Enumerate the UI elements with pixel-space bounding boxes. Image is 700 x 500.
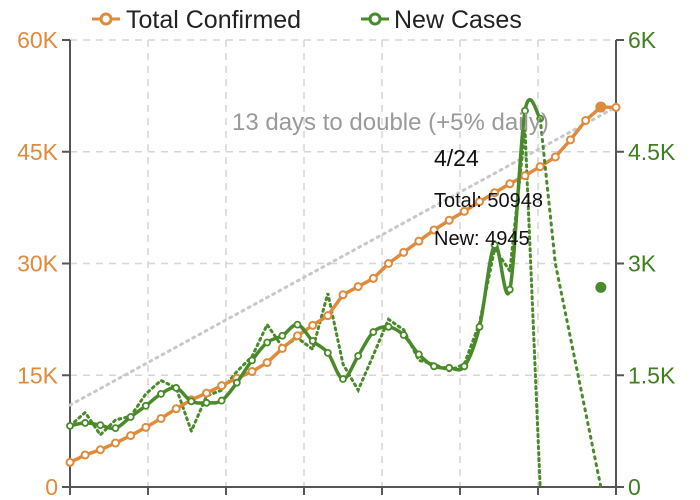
tooltip-total: Total: 50948 xyxy=(434,190,543,212)
total-confirmed-point-15 xyxy=(293,331,302,341)
new-cases-point-24 xyxy=(430,362,438,371)
total-confirmed-point-10 xyxy=(217,381,227,391)
new-cases-point-26 xyxy=(460,362,469,371)
total-confirmed-point-23 xyxy=(414,236,424,246)
total-confirmed-point-22 xyxy=(399,247,409,257)
total-confirmed-point-1 xyxy=(80,450,90,460)
total-confirmed-point-7 xyxy=(171,404,181,414)
total-confirmed-point-5 xyxy=(141,422,151,432)
left-axis-ticks: 0 15K 30K 45K 60K xyxy=(17,27,70,500)
total-confirmed-point-3 xyxy=(111,438,120,448)
doubling-annotation: 13 days to double (+5% daily) xyxy=(232,109,549,136)
new-cases-point-16 xyxy=(308,337,317,345)
new-cases-point-10 xyxy=(217,396,226,405)
right-tick-label-2: 3K xyxy=(628,251,657,277)
left-tick-label-3: 45K xyxy=(17,139,59,165)
total-confirmed-point-29 xyxy=(505,179,515,189)
new-cases-point-2 xyxy=(96,421,105,430)
total-confirmed-point-17 xyxy=(323,311,333,321)
left-tick-label-4: 60K xyxy=(17,27,59,53)
total-confirmed-point-34 xyxy=(581,115,591,125)
total-confirmed-point-4 xyxy=(126,431,136,441)
new-cases-point-3 xyxy=(111,424,120,433)
legend-total-label: Total Confirmed xyxy=(126,6,301,34)
total-confirmed-point-33 xyxy=(566,135,575,145)
tooltip-new: New: 4945 xyxy=(434,228,530,250)
new-cases-projection-line xyxy=(538,117,603,489)
total-confirmed-point-13 xyxy=(262,358,272,368)
total-confirmed-point-27 xyxy=(475,197,484,207)
new-cases-point-6 xyxy=(157,389,165,398)
new-cases-point-1 xyxy=(81,419,90,427)
total-confirmed-point-31 xyxy=(535,162,545,172)
new-cases-point-19 xyxy=(354,351,363,360)
tooltip: 4/24 Total: 50948 New: 4945 xyxy=(434,145,543,250)
new-cases-point-8 xyxy=(187,397,196,406)
total-confirmed-point-20 xyxy=(368,273,378,283)
right-tick-label-1: 1.5K xyxy=(628,362,676,388)
new-cases-point-5 xyxy=(141,401,150,410)
new-cases-point-23 xyxy=(414,350,423,359)
new-cases-point-9 xyxy=(202,398,211,407)
right-tick-label-0: 0 xyxy=(628,474,641,500)
new-cases-point-20 xyxy=(369,328,378,336)
left-tick-label-1: 15K xyxy=(17,362,59,388)
new-cases-point-29 xyxy=(505,285,514,294)
new-cases-point-27 xyxy=(475,322,484,331)
legend-new-label: New Cases xyxy=(394,6,522,34)
total-confirmed-point-12 xyxy=(247,367,257,377)
legend[interactable]: Total Confirmed New Cases xyxy=(92,6,522,34)
new-cases-point-12 xyxy=(248,356,256,365)
doubling-trend-line xyxy=(68,105,618,407)
series-layer xyxy=(65,98,621,489)
total-confirmed-point-0 xyxy=(65,457,75,467)
total-confirmed-point-6 xyxy=(156,413,166,423)
tooltip-date: 4/24 xyxy=(434,145,479,171)
new-cases-point-22 xyxy=(399,331,408,339)
right-tick-label-4: 6K xyxy=(628,27,657,53)
total-highlight-marker xyxy=(595,101,607,113)
legend-item-new[interactable]: New Cases xyxy=(361,6,522,34)
total-confirmed-point-19 xyxy=(353,282,363,292)
new-cases-point-14 xyxy=(278,331,287,340)
legend-item-total[interactable]: Total Confirmed xyxy=(92,6,301,34)
new-cases-point-0 xyxy=(66,422,74,430)
legend-total-marker xyxy=(99,12,113,26)
total-confirmed-point-18 xyxy=(338,290,348,300)
legend-new-marker xyxy=(368,12,382,26)
total-confirmed-point-28 xyxy=(490,188,500,198)
left-tick-label-0: 0 xyxy=(45,474,58,500)
total-confirmed-point-36 xyxy=(611,102,621,112)
total-confirmed-line xyxy=(69,105,617,464)
new-cases-point-7 xyxy=(172,384,181,392)
new-cases-point-4 xyxy=(126,413,135,421)
new-highlight-marker xyxy=(595,281,607,293)
total-confirmed-point-26 xyxy=(459,206,469,216)
total-confirmed-point-9 xyxy=(202,388,211,398)
new-cases-point-21 xyxy=(384,322,393,331)
total-confirmed-point-16 xyxy=(308,320,318,330)
total-confirmed-point-25 xyxy=(444,215,454,225)
right-axis-ticks: 0 1.5K 3K 4.5K 6K xyxy=(616,27,676,500)
total-confirmed-point-32 xyxy=(550,152,560,162)
left-tick-label-2: 30K xyxy=(17,251,59,277)
total-confirmed-point-2 xyxy=(95,445,105,455)
total-confirmed-point-14 xyxy=(277,343,287,353)
new-cases-point-25 xyxy=(445,363,454,372)
new-cases-point-11 xyxy=(232,378,241,387)
total-confirmed-point-24 xyxy=(429,225,439,235)
new-cases-point-18 xyxy=(339,375,347,383)
right-tick-label-3: 4.5K xyxy=(628,139,676,165)
new-cases-raw-line xyxy=(68,129,542,489)
total-confirmed-point-30 xyxy=(520,171,530,181)
new-cases-point-13 xyxy=(263,338,272,347)
new-cases-point-15 xyxy=(293,320,302,329)
new-cases-point-28 xyxy=(490,240,499,249)
new-cases-point-17 xyxy=(323,348,332,357)
new-cases-point-30 xyxy=(521,106,529,115)
total-confirmed-point-21 xyxy=(384,259,393,268)
